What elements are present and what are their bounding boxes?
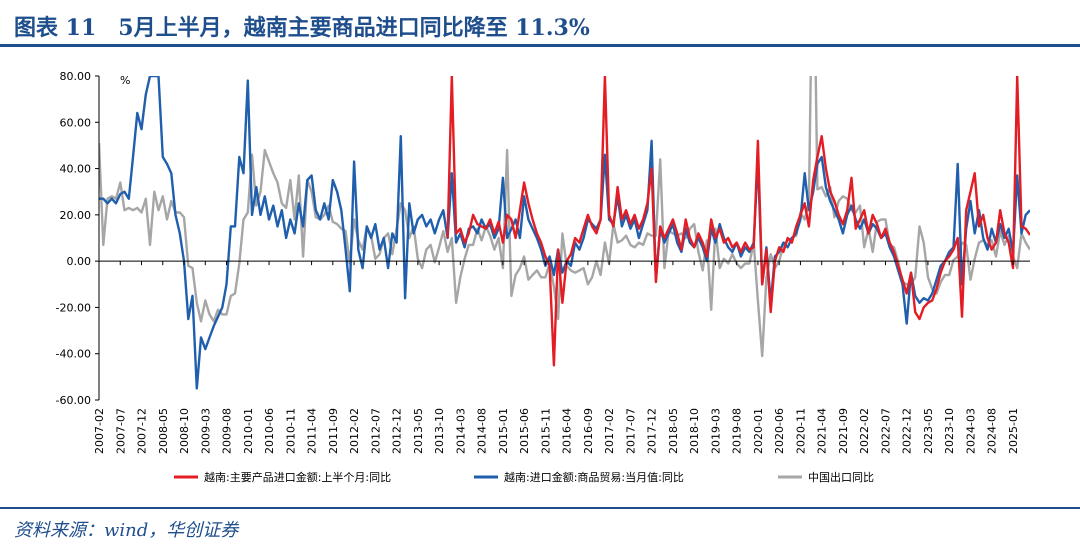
x-tick-label: 2010-11 bbox=[284, 408, 297, 454]
x-tick-label: 2007-07 bbox=[114, 408, 127, 454]
y-tick-label: 20.00 bbox=[60, 209, 92, 222]
x-tick-label: 2022-02 bbox=[858, 408, 871, 454]
x-tick-label: 2011-04 bbox=[306, 408, 319, 454]
y-tick-label: -40.00 bbox=[56, 348, 91, 361]
x-tick-label: 2009-08 bbox=[221, 408, 234, 454]
x-tick-label: 2010-06 bbox=[263, 408, 276, 454]
x-tick-label: 2012-02 bbox=[348, 408, 361, 454]
source-rule bbox=[0, 507, 1080, 509]
x-tick-label: 2021-09 bbox=[837, 408, 850, 454]
x-tick-label: 2016-09 bbox=[582, 408, 595, 454]
x-tick-label: 2024-08 bbox=[986, 408, 999, 454]
x-tick-label: 2017-12 bbox=[646, 408, 659, 454]
y-tick-label: -20.00 bbox=[56, 301, 91, 314]
x-tick-label: 2009-03 bbox=[199, 408, 212, 454]
legend-label-3: 中国出口同比 bbox=[808, 470, 874, 484]
x-tick-label: 2016-04 bbox=[561, 408, 574, 454]
y-axis-unit: % bbox=[120, 74, 130, 87]
y-tick-label: 60.00 bbox=[60, 116, 92, 129]
x-tick-label: 2021-04 bbox=[816, 408, 829, 454]
x-tick-label: 2017-02 bbox=[603, 408, 616, 454]
x-tick-label: 2007-12 bbox=[136, 408, 149, 454]
x-tick-label: 2014-08 bbox=[476, 408, 489, 454]
x-tick-label: 2018-10 bbox=[688, 408, 701, 454]
y-tick-label: 80.00 bbox=[60, 70, 92, 83]
legend-label-1: 越南:主要产品进口金额:上半个月:同比 bbox=[204, 470, 391, 484]
x-tick-label: 2019-08 bbox=[731, 408, 744, 454]
x-tick-label: 2020-06 bbox=[773, 408, 786, 454]
x-tick-label: 2018-05 bbox=[667, 408, 680, 454]
figure-source: 资料来源：wind，华创证券 bbox=[14, 520, 239, 541]
series-line-3 bbox=[99, 76, 1030, 358]
x-tick-label: 2008-05 bbox=[157, 408, 170, 454]
y-tick-label: 40.00 bbox=[60, 163, 92, 176]
x-tick-label: 2015-11 bbox=[539, 408, 552, 454]
x-tick-label: 2022-07 bbox=[879, 408, 892, 454]
x-tick-label: 2025-01 bbox=[1007, 408, 1020, 454]
x-tick-label: 2014-03 bbox=[454, 408, 467, 454]
x-tick-label: 2010-01 bbox=[242, 408, 255, 454]
x-tick-label: 2013-05 bbox=[412, 408, 425, 454]
x-tick-label: 2017-07 bbox=[624, 408, 637, 454]
x-tick-label: 2024-03 bbox=[964, 408, 977, 454]
x-tick-label: 2008-10 bbox=[178, 408, 191, 454]
figure-title: 图表 11 5月上半月，越南主要商品进口同比降至 11.3% bbox=[14, 15, 590, 41]
x-tick-label: 2020-01 bbox=[752, 408, 765, 454]
x-tick-label: 2023-05 bbox=[922, 408, 935, 454]
x-tick-label: 2023-10 bbox=[943, 408, 956, 454]
x-tick-label: 2012-07 bbox=[369, 408, 382, 454]
x-tick-label: 2007-02 bbox=[93, 408, 106, 454]
x-tick-label: 2022-12 bbox=[901, 408, 914, 454]
line-chart: 80.00 60.00 40.00 20.00 0.00 -20.00 -40.00 -60.… bbox=[56, 70, 1030, 484]
title-rule bbox=[0, 44, 1080, 47]
series-line-1 bbox=[446, 76, 1030, 367]
y-tick-label: 0.00 bbox=[67, 255, 92, 268]
x-tick-label: 2012-12 bbox=[391, 408, 404, 454]
y-tick-label: -60.00 bbox=[56, 394, 91, 407]
legend-label-2: 越南:进口金额:商品贸易:当月值:同比 bbox=[504, 470, 684, 484]
x-tick-label: 2015-06 bbox=[518, 408, 531, 454]
x-tick-label: 2015-01 bbox=[497, 408, 510, 454]
series-line-2 bbox=[99, 76, 1030, 390]
x-tick-label: 2011-09 bbox=[327, 408, 340, 454]
x-tick-label: 2020-11 bbox=[794, 408, 807, 454]
x-tick-label: 2019-03 bbox=[709, 408, 722, 454]
x-tick-label: 2013-10 bbox=[433, 408, 446, 454]
